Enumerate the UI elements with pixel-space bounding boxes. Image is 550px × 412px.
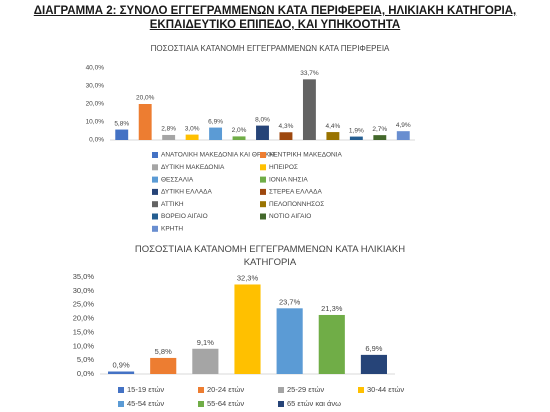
y-tick-label: 10,0% xyxy=(73,341,95,350)
bar xyxy=(373,135,387,140)
legend-swatch xyxy=(358,387,364,393)
legend-label: ΗΠΕΙΡΟΣ xyxy=(269,164,298,171)
chart-title: ΠΟΣΟΣΤΙΑΙΑ ΚΑΤΑΝΟΜΗ ΕΓΓΕΓΡΑΜΜΕΝΩΝ ΚΑΤΑ Η… xyxy=(134,244,406,268)
legend-label: 15-19 ετών xyxy=(127,385,164,394)
bar xyxy=(115,129,129,140)
legend-swatch xyxy=(152,176,158,183)
legend-swatch xyxy=(118,401,124,407)
legend-swatch xyxy=(260,164,266,171)
legend-label: 45-54 ετών xyxy=(127,399,164,408)
legend-label: ΣΤΕΡΕΑ ΕΛΛΑΔΑ xyxy=(269,189,322,196)
legend-label: ΙΟΝΙΑ ΝΗΣΙΑ xyxy=(269,176,308,183)
bar xyxy=(279,132,293,140)
value-label: 5,8% xyxy=(155,347,172,356)
legend-swatch xyxy=(260,188,266,195)
page-title: ΔΙΑΓΡΑΜΜΑ 2: ΣΥΝΟΛΟ ΕΓΓΕΓΡΑΜΜΕΝΩΝ ΚΑΤΑ Π… xyxy=(33,5,517,31)
legend-label: ΒΟΡΕΙΟ ΑΙΓΑΙΟ xyxy=(161,213,208,220)
y-tick-label: 25,0% xyxy=(73,300,95,309)
legend-label: 55-64 ετών xyxy=(207,399,244,408)
legend-label: ΑΝΑΤΟΛΙΚΗ ΜΑΚΕΔΟΝΙΑ ΚΑΙ ΘΡΑΚΗ xyxy=(161,152,274,159)
legend-swatch xyxy=(152,201,158,208)
bar xyxy=(185,134,199,140)
legend-swatch xyxy=(152,164,158,171)
bar xyxy=(276,308,303,374)
legend-label: ΚΕΝΤΡΙΚΗ ΜΑΚΕΔΟΝΙΑ xyxy=(269,152,342,159)
value-label: 2,8% xyxy=(161,126,176,133)
bar xyxy=(192,348,219,374)
y-tick-label: 20,0% xyxy=(86,101,105,108)
legend-swatch xyxy=(278,387,284,393)
legend-swatch xyxy=(198,401,204,407)
legend-label: 30-44 ετών xyxy=(367,385,404,394)
value-label: 33,7% xyxy=(300,70,319,77)
legend-label: ΚΡΗΤΗ xyxy=(161,226,183,233)
value-label: 3,0% xyxy=(185,125,200,132)
legend-label: ΑΤΤΙΚΗ xyxy=(161,201,184,208)
legend-label: ΝΟΤΙΟ ΑΙΓΑΙΟ xyxy=(269,213,311,220)
bar xyxy=(108,371,135,374)
bar xyxy=(150,357,177,374)
value-label: 1,9% xyxy=(349,127,364,134)
legend-swatch xyxy=(152,152,158,158)
legend-swatch xyxy=(260,201,266,208)
legend-swatch xyxy=(278,401,284,407)
value-label: 6,9% xyxy=(365,344,382,353)
value-label: 23,7% xyxy=(279,297,301,306)
legend-swatch xyxy=(260,213,266,220)
legend-label: 25-29 ετών xyxy=(287,385,324,394)
bar xyxy=(349,136,363,140)
legend-swatch xyxy=(118,387,124,393)
value-label: 4,9% xyxy=(396,122,411,129)
bar xyxy=(256,125,269,140)
y-tick-label: 0,0% xyxy=(77,369,94,378)
legend-label: ΔΥΤΙΚΗ ΜΑΚΕΔΟΝΙΑ xyxy=(161,164,225,171)
value-label: 2,0% xyxy=(232,127,247,134)
bar xyxy=(138,104,152,140)
value-label: 9,1% xyxy=(197,338,214,347)
bar xyxy=(209,127,223,140)
y-tick-label: 40,0% xyxy=(86,65,105,72)
y-tick-label: 15,0% xyxy=(73,327,95,336)
value-label: 20,0% xyxy=(136,95,155,102)
bar xyxy=(162,134,176,140)
y-tick-label: 0,0% xyxy=(89,137,104,144)
legend-swatch xyxy=(198,387,204,393)
y-tick-label: 5,0% xyxy=(77,355,94,364)
value-label: 8,0% xyxy=(255,116,270,123)
legend-label: ΔΥΤΙΚΗ ΕΛΛΑΔΑ xyxy=(161,189,213,196)
bar xyxy=(302,79,316,140)
value-label: 2,7% xyxy=(372,126,387,133)
legend-label: ΠΕΛΟΠΟΝΝΗΣΟΣ xyxy=(269,201,324,208)
bar xyxy=(396,131,410,140)
value-label: 5,8% xyxy=(114,120,129,127)
legend-swatch xyxy=(260,176,266,183)
legend-label: 20-24 ετών xyxy=(207,385,244,394)
value-label: 4,3% xyxy=(279,123,294,130)
y-tick-label: 30,0% xyxy=(86,83,105,90)
value-label: 32,3% xyxy=(237,273,259,282)
value-label: 0,9% xyxy=(113,360,130,369)
legend-swatch xyxy=(152,225,158,232)
legend-swatch xyxy=(152,188,158,195)
bar xyxy=(318,314,345,374)
y-tick-label: 35,0% xyxy=(73,272,95,281)
chart-title: ΠΟΣΟΣΤΙΑΙΑ ΚΑΤΑΝΟΜΗ ΕΓΓΕΓΡΑΜΜΕΝΩΝ ΚΑΤΑ Π… xyxy=(150,44,390,53)
y-tick-label: 20,0% xyxy=(73,314,95,323)
bar xyxy=(326,132,340,140)
legend-label: ΘΕΣΣΑΛΙΑ xyxy=(161,176,194,183)
value-label: 4,4% xyxy=(325,123,340,130)
bar xyxy=(234,284,261,374)
bar xyxy=(360,354,387,374)
value-label: 6,9% xyxy=(208,118,223,125)
legend-label: 65 ετών και άνω xyxy=(287,399,341,408)
legend-swatch xyxy=(152,213,158,220)
bar xyxy=(232,136,246,140)
y-tick-label: 30,0% xyxy=(73,286,95,295)
y-tick-label: 10,0% xyxy=(86,119,105,126)
legend-swatch xyxy=(260,152,266,158)
value-label: 21,3% xyxy=(321,304,343,313)
